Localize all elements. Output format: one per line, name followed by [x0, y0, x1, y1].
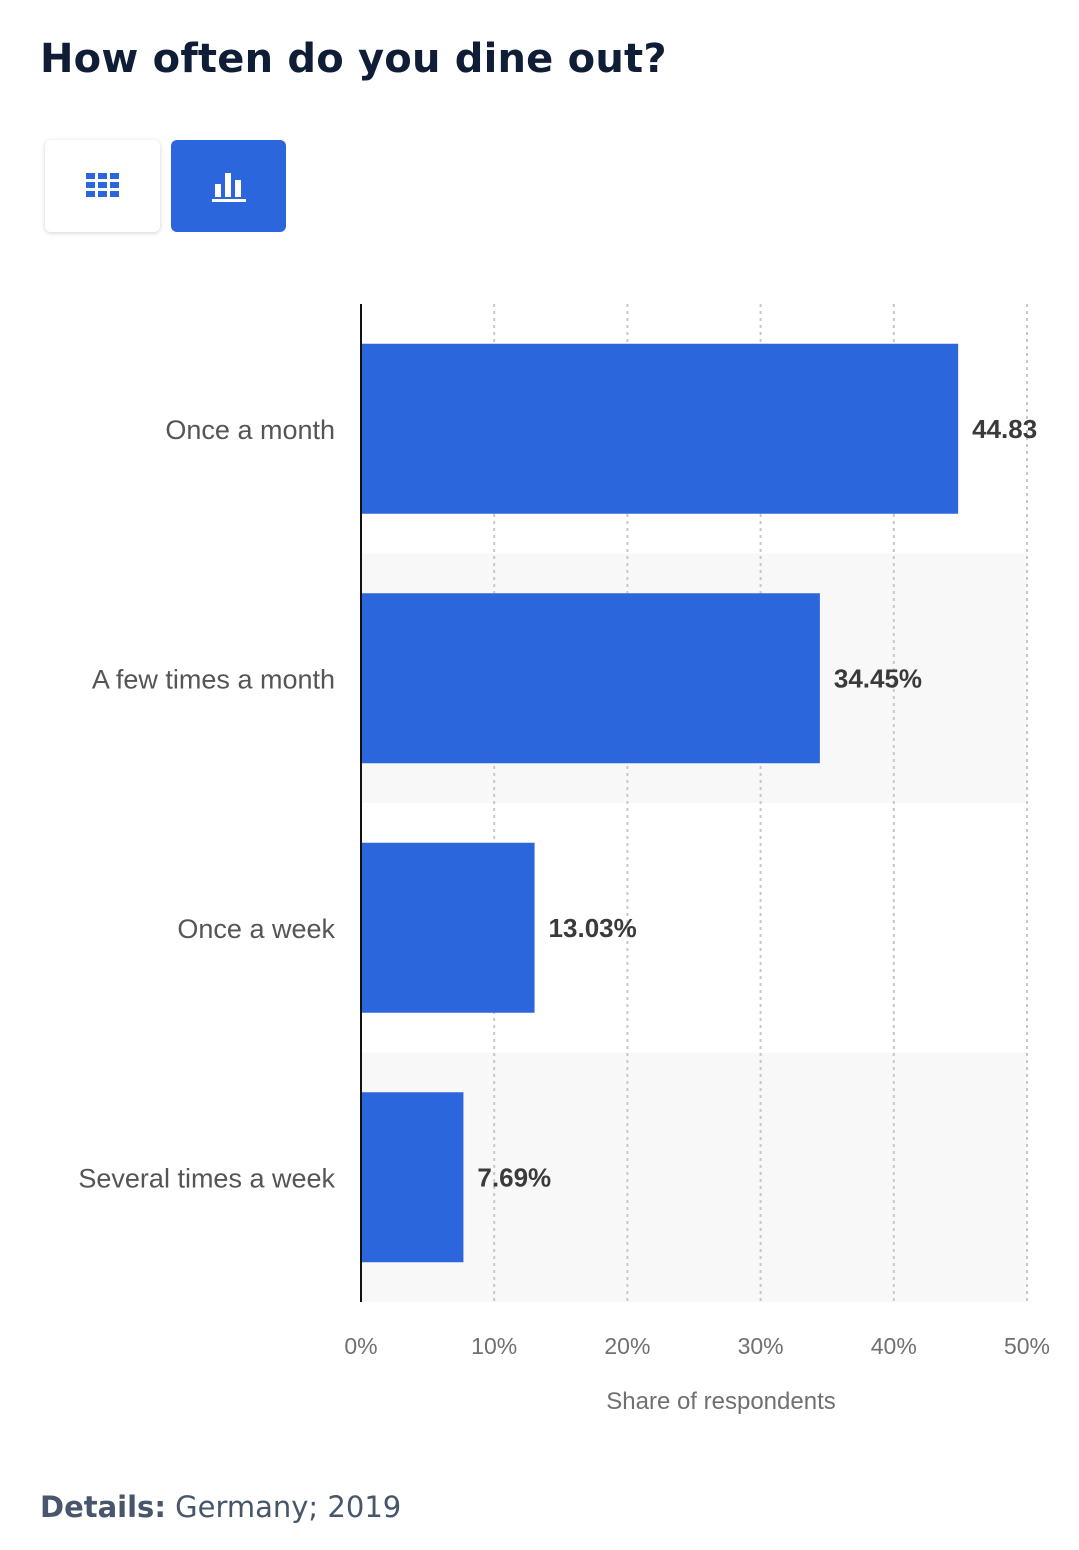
category-label: Once a month	[165, 415, 335, 445]
x-tick-label: 30%	[738, 1333, 784, 1359]
bar	[361, 593, 820, 764]
x-axis-title: Share of respondents	[606, 1388, 836, 1415]
bar-chart: Once a month A few times a month Once a we…	[78, 304, 1050, 1415]
x-tick-label: 10%	[471, 1333, 517, 1359]
bar-chart-icon	[211, 173, 246, 202]
grid-table-icon	[85, 173, 119, 197]
bar	[361, 343, 959, 514]
x-tick-label: 20%	[604, 1333, 650, 1359]
x-tick-label: 0%	[344, 1333, 377, 1359]
value-label: 7.69%	[477, 1162, 551, 1192]
details-line: Details: Germany; 2019	[40, 1490, 401, 1524]
bar	[361, 1092, 464, 1263]
row-band	[361, 1052, 1027, 1302]
category-label: Once a week	[177, 914, 335, 944]
bars	[361, 343, 959, 1263]
bar	[361, 842, 535, 1013]
x-tick-labels: 0% 10% 20% 30% 40% 50%	[344, 1333, 1050, 1359]
category-label: Several times a week	[78, 1163, 335, 1193]
value-label: 13.03%	[549, 913, 637, 943]
details-text: Germany; 2019	[175, 1490, 402, 1524]
x-tick-label: 50%	[1004, 1333, 1050, 1359]
table-view-button[interactable]	[45, 140, 160, 232]
x-tick-label: 40%	[871, 1333, 917, 1359]
category-labels: Once a month A few times a month Once a we…	[78, 415, 335, 1194]
value-label: 44.83	[972, 414, 1037, 444]
details-label: Details:	[40, 1490, 166, 1524]
gridlines	[493, 304, 1028, 1302]
value-labels: 44.83 34.45% 13.03% 7.69%	[477, 414, 1037, 1193]
value-label: 34.45%	[834, 663, 922, 693]
category-label: A few times a month	[92, 664, 335, 694]
chart-title: How often do you dine out?	[40, 36, 667, 82]
chart-view-button[interactable]	[171, 140, 286, 232]
